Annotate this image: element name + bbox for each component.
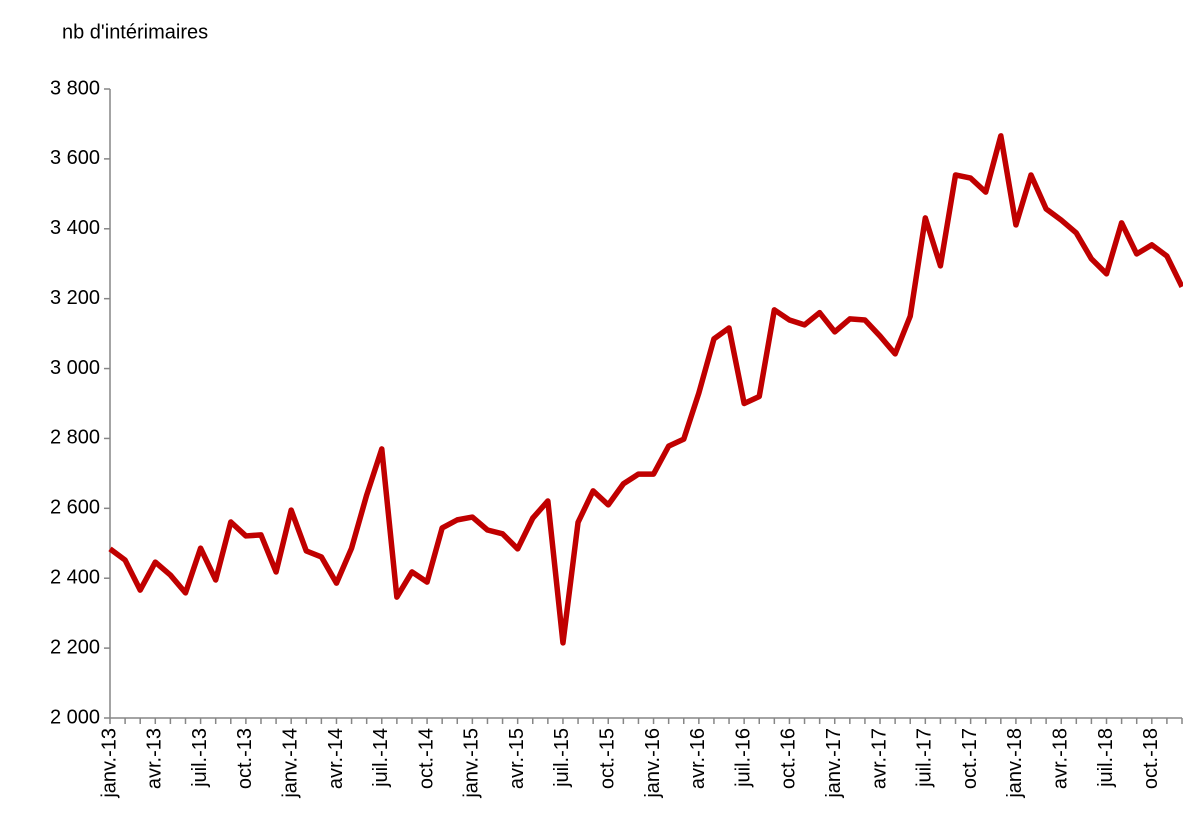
x-tick-label: juil.-14	[370, 728, 392, 788]
x-tick-label: janv.-16	[642, 728, 664, 799]
y-tick-label: 2 200	[50, 636, 100, 658]
x-tick-label: oct.-17	[959, 728, 981, 789]
y-tick-label: 2 600	[50, 497, 100, 519]
x-tick-label: avr.-15	[506, 728, 528, 789]
x-tick-label: avr.-16	[687, 728, 709, 789]
y-axis-title: nb d'intérimaires	[62, 21, 208, 43]
x-tick-label: juil.-13	[189, 728, 211, 788]
x-tick-label: avr.-18	[1049, 728, 1071, 789]
x-tick-label: janv.-13	[98, 728, 120, 799]
x-tick-label: janv.-18	[1004, 728, 1026, 799]
y-tick-label: 2 800	[50, 427, 100, 449]
y-tick-label: 3 200	[50, 287, 100, 309]
x-tick-label: juil.-18	[1095, 728, 1117, 788]
y-tick-label: 2 400	[50, 567, 100, 589]
data-line	[108, 133, 1183, 646]
x-tick-label: juil.-15	[551, 728, 573, 788]
x-tick-label: janv.-15	[461, 728, 483, 799]
x-tick-label: oct.-18	[1140, 728, 1162, 789]
y-tick-label: 2 000	[50, 706, 100, 728]
x-tick-label: oct.-16	[778, 728, 800, 789]
y-tick-label: 3 600	[50, 147, 100, 169]
x-tick-label: oct.-13	[234, 728, 256, 789]
x-tick-label: avr.-17	[868, 728, 890, 789]
x-tick-label: avr.-14	[325, 728, 347, 789]
x-tick-label: avr.-13	[144, 728, 166, 789]
y-tick-label: 3 400	[50, 217, 100, 239]
x-tick-label: janv.-17	[823, 728, 845, 799]
x-tick-label: janv.-14	[279, 728, 301, 799]
y-tick-label: 3 800	[50, 77, 100, 99]
x-tick-label: oct.-14	[415, 728, 437, 789]
x-tick-label: juil.-17	[914, 728, 936, 788]
x-tick-label: oct.-15	[597, 728, 619, 789]
y-tick-label: 3 000	[50, 357, 100, 379]
x-tick-label: juil.-16	[732, 728, 754, 788]
